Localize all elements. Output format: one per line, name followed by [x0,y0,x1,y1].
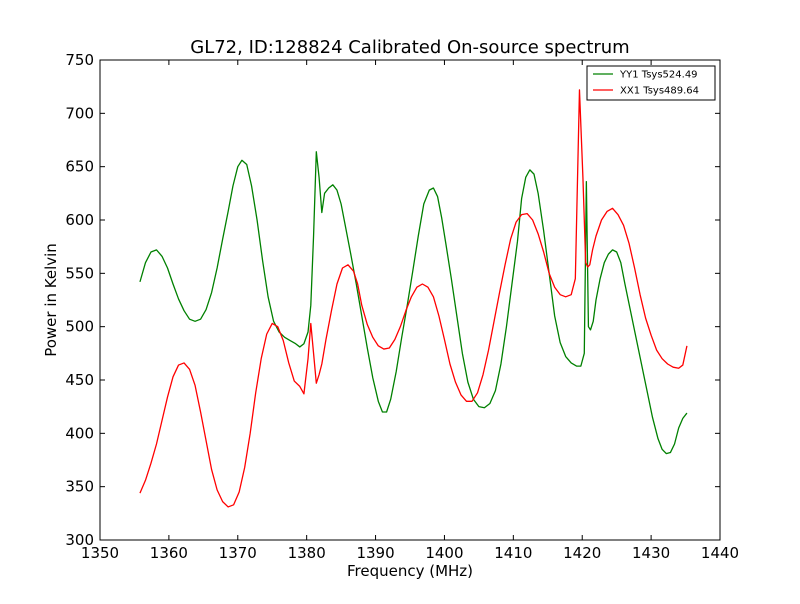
series-line-yy1 [139,151,688,455]
y-tick-label: 600 [65,211,94,229]
legend: YY1 Tsys524.49 XX1 Tsys489.64 [586,65,716,101]
x-tick-label: 1380 [288,544,326,562]
series-line-xx1 [139,89,688,508]
y-tick-label: 400 [65,424,94,442]
legend-frame [586,65,716,101]
x-tick-label: 1370 [219,544,257,562]
legend-label-xx1: XX1 Tsys489.64 [620,86,699,97]
y-tick-label: 700 [65,104,94,122]
x-tick-label: 1400 [425,544,463,562]
x-tick-label: 1390 [356,544,394,562]
x-tick-label: 1410 [494,544,532,562]
chart-title: GL72, ID:128824 Calibrated On-source spe… [190,37,629,58]
y-axis: 300 350 400 450 500 550 600 650 700 750 [65,51,720,549]
x-tick-label: 1350 [81,544,119,562]
y-axis-label: Power in Kelvin [42,243,60,357]
plot-frame [99,59,721,541]
y-tick-label: 750 [65,51,94,69]
y-tick-label: 300 [65,531,94,549]
x-tick-label: 1420 [563,544,601,562]
y-tick-label: 350 [65,478,94,496]
y-tick-label: 450 [65,371,94,389]
series-lines [139,89,688,508]
x-axis-label: Frequency (MHz) [347,562,473,580]
legend-label-yy1: YY1 Tsys524.49 [619,70,698,81]
x-axis: 1350 1360 1370 1380 1390 1400 1410 1420 1430 1440 [81,60,739,562]
y-tick-label: 500 [65,318,94,336]
x-tick-label: 1440 [701,544,739,562]
y-tick-label: 550 [65,264,94,282]
x-tick-label: 1430 [632,544,670,562]
x-tick-label: 1360 [150,544,188,562]
y-tick-label: 650 [65,158,94,176]
